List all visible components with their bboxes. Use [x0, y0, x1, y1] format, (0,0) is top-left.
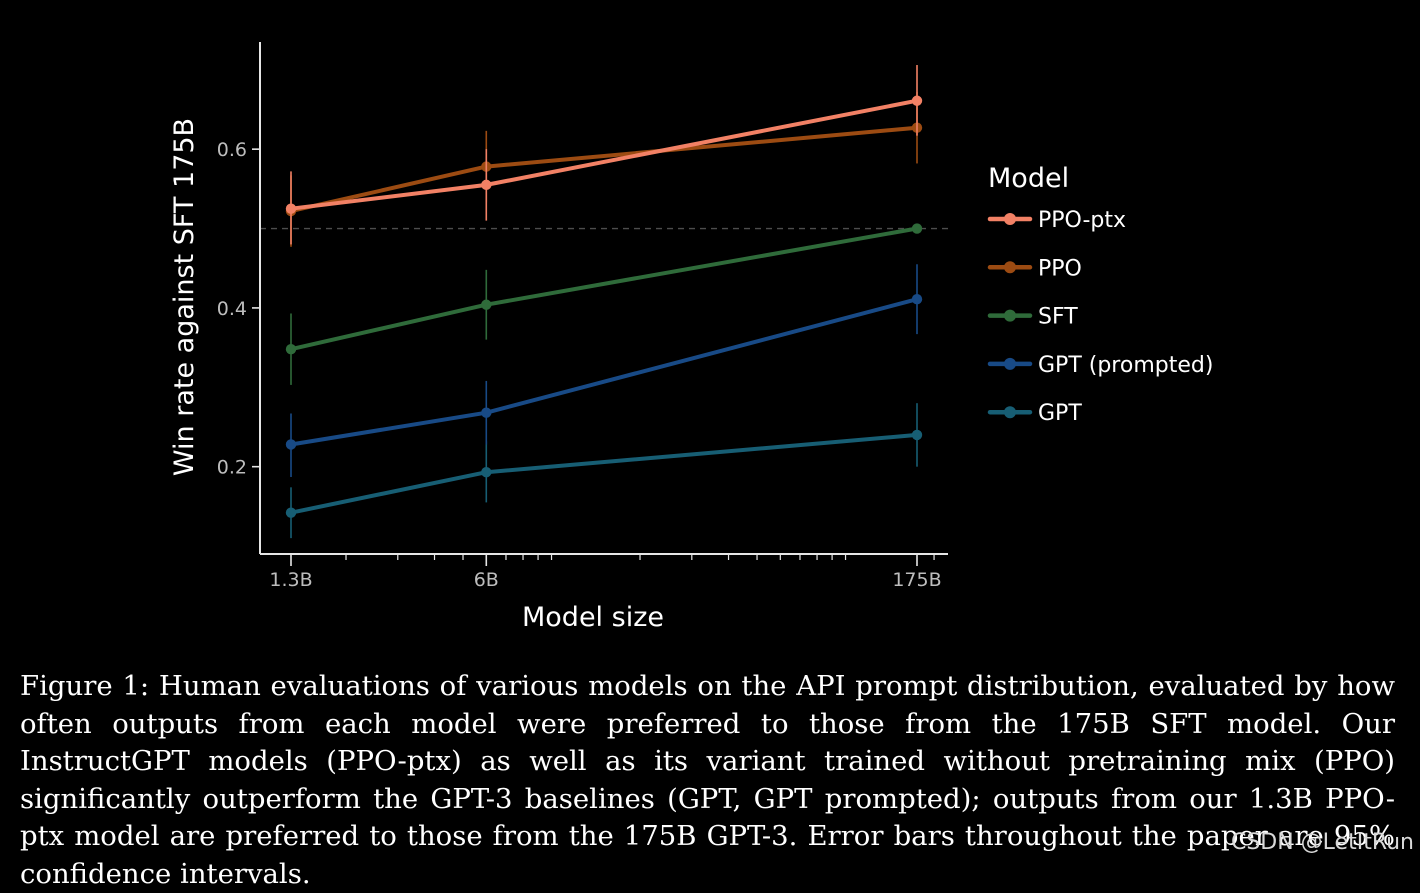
y-tick-label: 0.2: [217, 457, 247, 479]
axes: 0.2 0.4 0.6 1.3B 6B 175B: [217, 42, 948, 591]
figure-caption: Figure 1: Human evaluations of various m…: [20, 670, 1395, 890]
data-point: [285, 439, 297, 450]
watermark: CSDN @LetItRun: [1230, 830, 1414, 855]
legend-item: GPT (prompted): [987, 353, 1213, 378]
x-tick-label: 1.3B: [269, 569, 312, 591]
data-point: [911, 95, 923, 106]
series-ppo: [285, 92, 923, 247]
data-point: [481, 407, 492, 418]
data-point: [911, 293, 923, 305]
x-tick-label: 6B: [474, 569, 499, 591]
legend-label: GPT: [1038, 401, 1082, 426]
legend-swatch-point: [1004, 261, 1016, 274]
series-line: [289, 226, 919, 352]
data-point: [481, 179, 492, 191]
data-point: [481, 467, 492, 478]
data-point: [285, 507, 297, 518]
legend-swatch-point: [1004, 357, 1016, 370]
legend-swatch-point: [1004, 309, 1016, 322]
series-line: [289, 297, 919, 447]
data-point: [481, 299, 492, 310]
legend: PPO-ptx PPO SFT GPT (prompted) GPT: [987, 208, 1213, 426]
series-layer: [285, 65, 923, 539]
legend-item: SFT: [987, 305, 1078, 330]
data-point: [285, 203, 297, 214]
x-axis-title: Model size: [522, 602, 664, 633]
legend-item: PPO: [987, 256, 1082, 281]
legend-label: PPO-ptx: [1038, 208, 1126, 233]
data-point: [911, 429, 923, 441]
series-ppo-ptx: [285, 65, 923, 245]
legend-swatch-point: [1004, 406, 1016, 419]
y-axis-title: Win rate against SFT 175B: [169, 118, 200, 476]
legend-label: GPT (prompted): [1038, 353, 1213, 378]
y-tick-label: 0.4: [217, 298, 247, 320]
x-tick-label: 175B: [892, 569, 941, 591]
legend-item: GPT: [987, 401, 1082, 426]
legend-label: PPO: [1038, 256, 1082, 281]
chart: 0.2 0.4 0.6 1.3B 6B 175B PPO-ptx PPO SFT GPT (pr…: [169, 42, 1213, 633]
series-line: [289, 432, 919, 515]
series-gpt-prompted: [285, 264, 923, 478]
legend-label: SFT: [1038, 305, 1078, 330]
series-gpt: [285, 403, 923, 539]
legend-item: PPO-ptx: [987, 208, 1126, 233]
data-point: [911, 223, 923, 234]
y-tick-label: 0.6: [217, 139, 247, 161]
data-point: [285, 344, 297, 355]
legend-title: Model: [988, 163, 1069, 194]
legend-swatch-point: [1004, 213, 1016, 225]
series-sft: [285, 223, 923, 385]
